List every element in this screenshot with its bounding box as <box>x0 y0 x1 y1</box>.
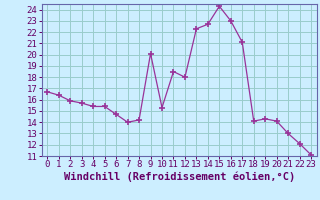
X-axis label: Windchill (Refroidissement éolien,°C): Windchill (Refroidissement éolien,°C) <box>64 172 295 182</box>
